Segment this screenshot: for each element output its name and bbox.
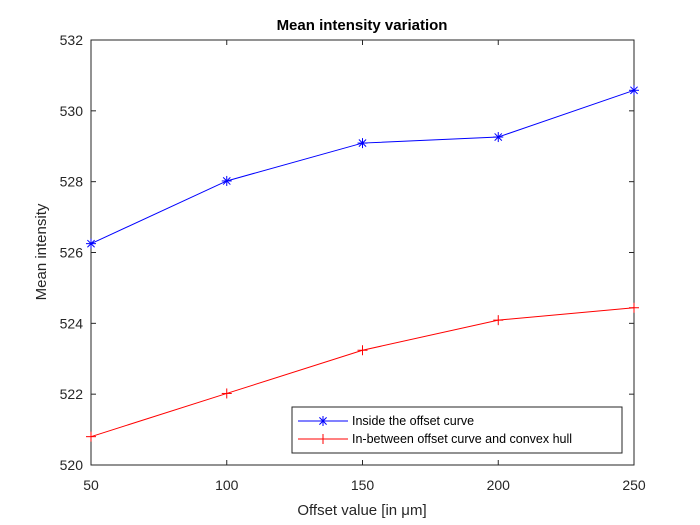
data-point-series-1 — [629, 302, 639, 313]
data-point-series-0 — [357, 138, 368, 149]
legend: Inside the offset curve In-between offse… — [291, 406, 623, 454]
legend-marker-glyph — [318, 434, 328, 444]
y-tick-label: 524 — [60, 315, 84, 331]
legend-box — [291, 406, 623, 454]
y-tick-label: 520 — [60, 457, 84, 473]
axis-ticks: 50 100 150 200 250 520 522 524 526 528 530 532 — [60, 32, 646, 493]
x-tick-label: 250 — [622, 477, 646, 493]
data-point-series-1 — [357, 345, 368, 356]
data-point-series-1 — [86, 431, 96, 442]
y-tick-label: 532 — [60, 32, 84, 48]
legend-marker-glyph — [318, 416, 328, 426]
marker-stroke — [222, 177, 231, 185]
chart-title: Mean intensity variation — [277, 17, 448, 34]
x-tick-label: 200 — [487, 477, 511, 493]
marker-stroke — [319, 417, 327, 425]
y-tick-label: 528 — [60, 174, 84, 190]
y-tick-label: 530 — [60, 103, 84, 119]
data-point-series-0 — [493, 132, 504, 143]
series-layer — [86, 85, 639, 442]
x-tick-label: 100 — [215, 477, 239, 493]
x-axis-label: Offset value [in μm] — [297, 502, 426, 519]
legend-label-inside: Inside the offset curve — [352, 414, 474, 428]
x-tick-label: 50 — [83, 477, 99, 493]
marker-stroke — [630, 86, 638, 95]
data-point-series-1 — [221, 388, 232, 399]
y-tick-label: 526 — [60, 245, 84, 261]
marker-stroke — [358, 139, 367, 148]
legend-label-between: In-between offset curve and convex hull — [352, 432, 572, 446]
y-tick-label: 522 — [60, 386, 84, 402]
marker-stroke — [87, 239, 95, 248]
x-tick-label: 150 — [351, 477, 375, 493]
marker-stroke — [494, 133, 503, 141]
plot-area — [90, 39, 635, 466]
data-point-series-0 — [86, 238, 96, 249]
data-point-series-1 — [493, 315, 504, 326]
data-point-series-0 — [221, 175, 232, 186]
legend-marker-inside — [318, 416, 328, 426]
data-point-series-0 — [629, 85, 639, 96]
legend-marker-between — [318, 434, 328, 444]
y-axis-label: Mean intensity — [33, 203, 50, 300]
